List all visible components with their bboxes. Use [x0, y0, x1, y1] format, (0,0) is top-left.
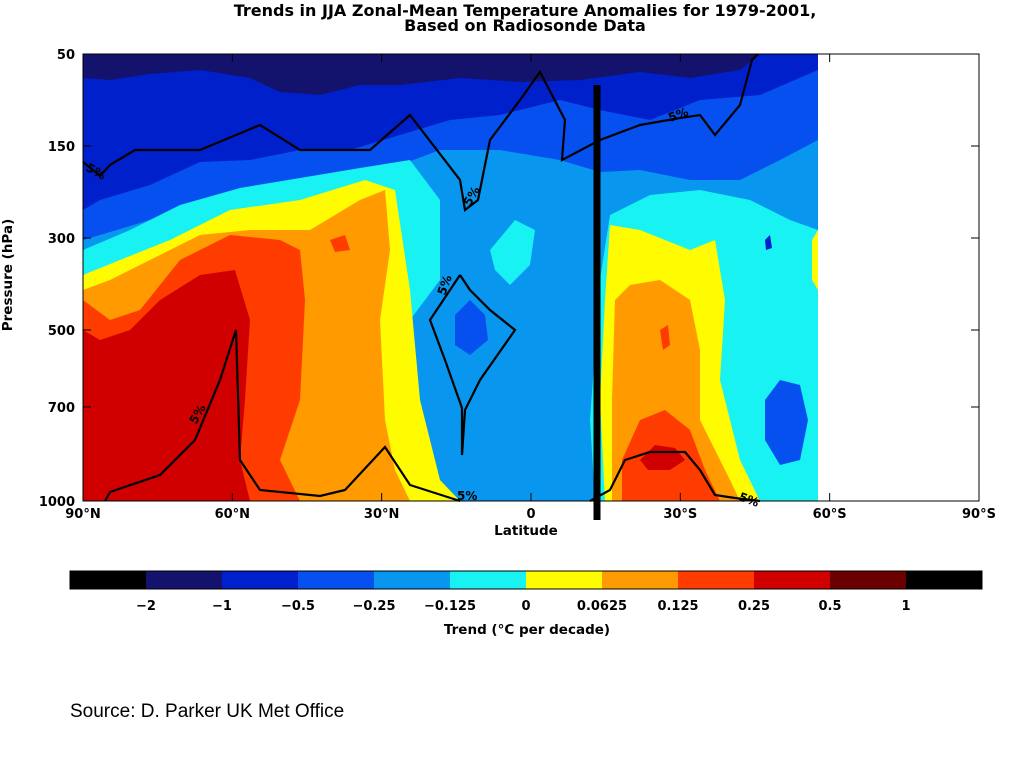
colorbar-ticks: −2 −1 −0.5 −0.25 −0.125 0 0.0625 0.125 0.25 0.5 1	[136, 599, 911, 614]
contour-labels: 5%5%5%5%5%5% 5%	[84, 105, 761, 510]
colorbar-segment	[374, 571, 451, 589]
colorbar-segment	[678, 571, 755, 589]
contour-label: 5%	[457, 489, 477, 503]
x-tick-label: 30°S	[663, 507, 697, 522]
colorbar-tick-label: 0.5	[818, 599, 841, 614]
colorbar-tick-label: 1	[901, 599, 910, 614]
colorbar-segment	[450, 571, 527, 589]
chart-subtitle: Based on Radiosonde Data	[404, 16, 646, 35]
colorbar-segment	[602, 571, 679, 589]
colorbar-tick-label: −0.25	[353, 599, 396, 614]
y-tick-label: 500	[48, 324, 75, 339]
colorbar-segment	[298, 571, 375, 589]
colorbar-segment	[526, 571, 603, 589]
significance-contours	[82, 53, 761, 503]
no-data-region	[818, 54, 979, 501]
contour-line	[82, 53, 759, 212]
x-axis: 90°N 60°N 30°N 0 30°S 60°S 90°S	[65, 54, 996, 522]
contour-label: 5%	[666, 105, 690, 125]
x-tick-label: 30°N	[364, 507, 399, 522]
colorbar-segment	[906, 571, 983, 589]
y-axis: 50 150 300 500 700 1000	[39, 48, 979, 510]
colorbar-tick-label: 0	[521, 599, 530, 614]
contour-line	[104, 329, 461, 503]
contour-line	[589, 450, 761, 503]
colorbar-tick-label: 0.125	[657, 599, 698, 614]
temperature-field	[83, 54, 818, 501]
colorbar-segment	[70, 571, 147, 589]
contour-label: 5%	[737, 490, 761, 510]
y-axis-label: Pressure (hPa)	[0, 219, 16, 332]
contour-line	[428, 274, 517, 456]
y-tick-label: 150	[48, 140, 75, 155]
contour-label: 5%	[435, 273, 455, 297]
y-tick-label: 1000	[39, 495, 75, 510]
colorbar-segment	[754, 571, 831, 589]
x-axis-label: Latitude	[494, 523, 558, 539]
colorbar-tick-label: 0.0625	[577, 599, 627, 614]
x-tick-label: 90°S	[962, 507, 996, 522]
colorbar-tick-label: −2	[136, 599, 156, 614]
colorbar-title: Trend (°C per decade)	[444, 622, 610, 638]
x-tick-label: 60°S	[813, 507, 847, 522]
colorbar-segment	[146, 571, 223, 589]
chart-title: Trends in JJA Zonal-Mean Temperature Ano…	[233, 1, 817, 20]
colorbar-segment	[830, 571, 907, 589]
colorbar	[69, 570, 983, 590]
y-tick-label: 300	[48, 232, 75, 247]
colorbar-frame	[69, 570, 983, 590]
colorbar-segment	[222, 571, 299, 589]
colorbar-tick-label: −0.125	[424, 599, 476, 614]
y-tick-label: 50	[57, 48, 75, 63]
x-tick-label: 90°N	[65, 507, 100, 522]
source-note: Source: D. Parker UK Met Office	[70, 701, 345, 722]
colorbar-tick-label: 0.25	[738, 599, 770, 614]
x-tick-label: 60°N	[215, 507, 250, 522]
x-tick-label: 0	[526, 507, 535, 522]
colorbar-tick-label: −0.5	[281, 599, 315, 614]
y-tick-label: 700	[48, 401, 75, 416]
colorbar-tick-label: −1	[212, 599, 232, 614]
